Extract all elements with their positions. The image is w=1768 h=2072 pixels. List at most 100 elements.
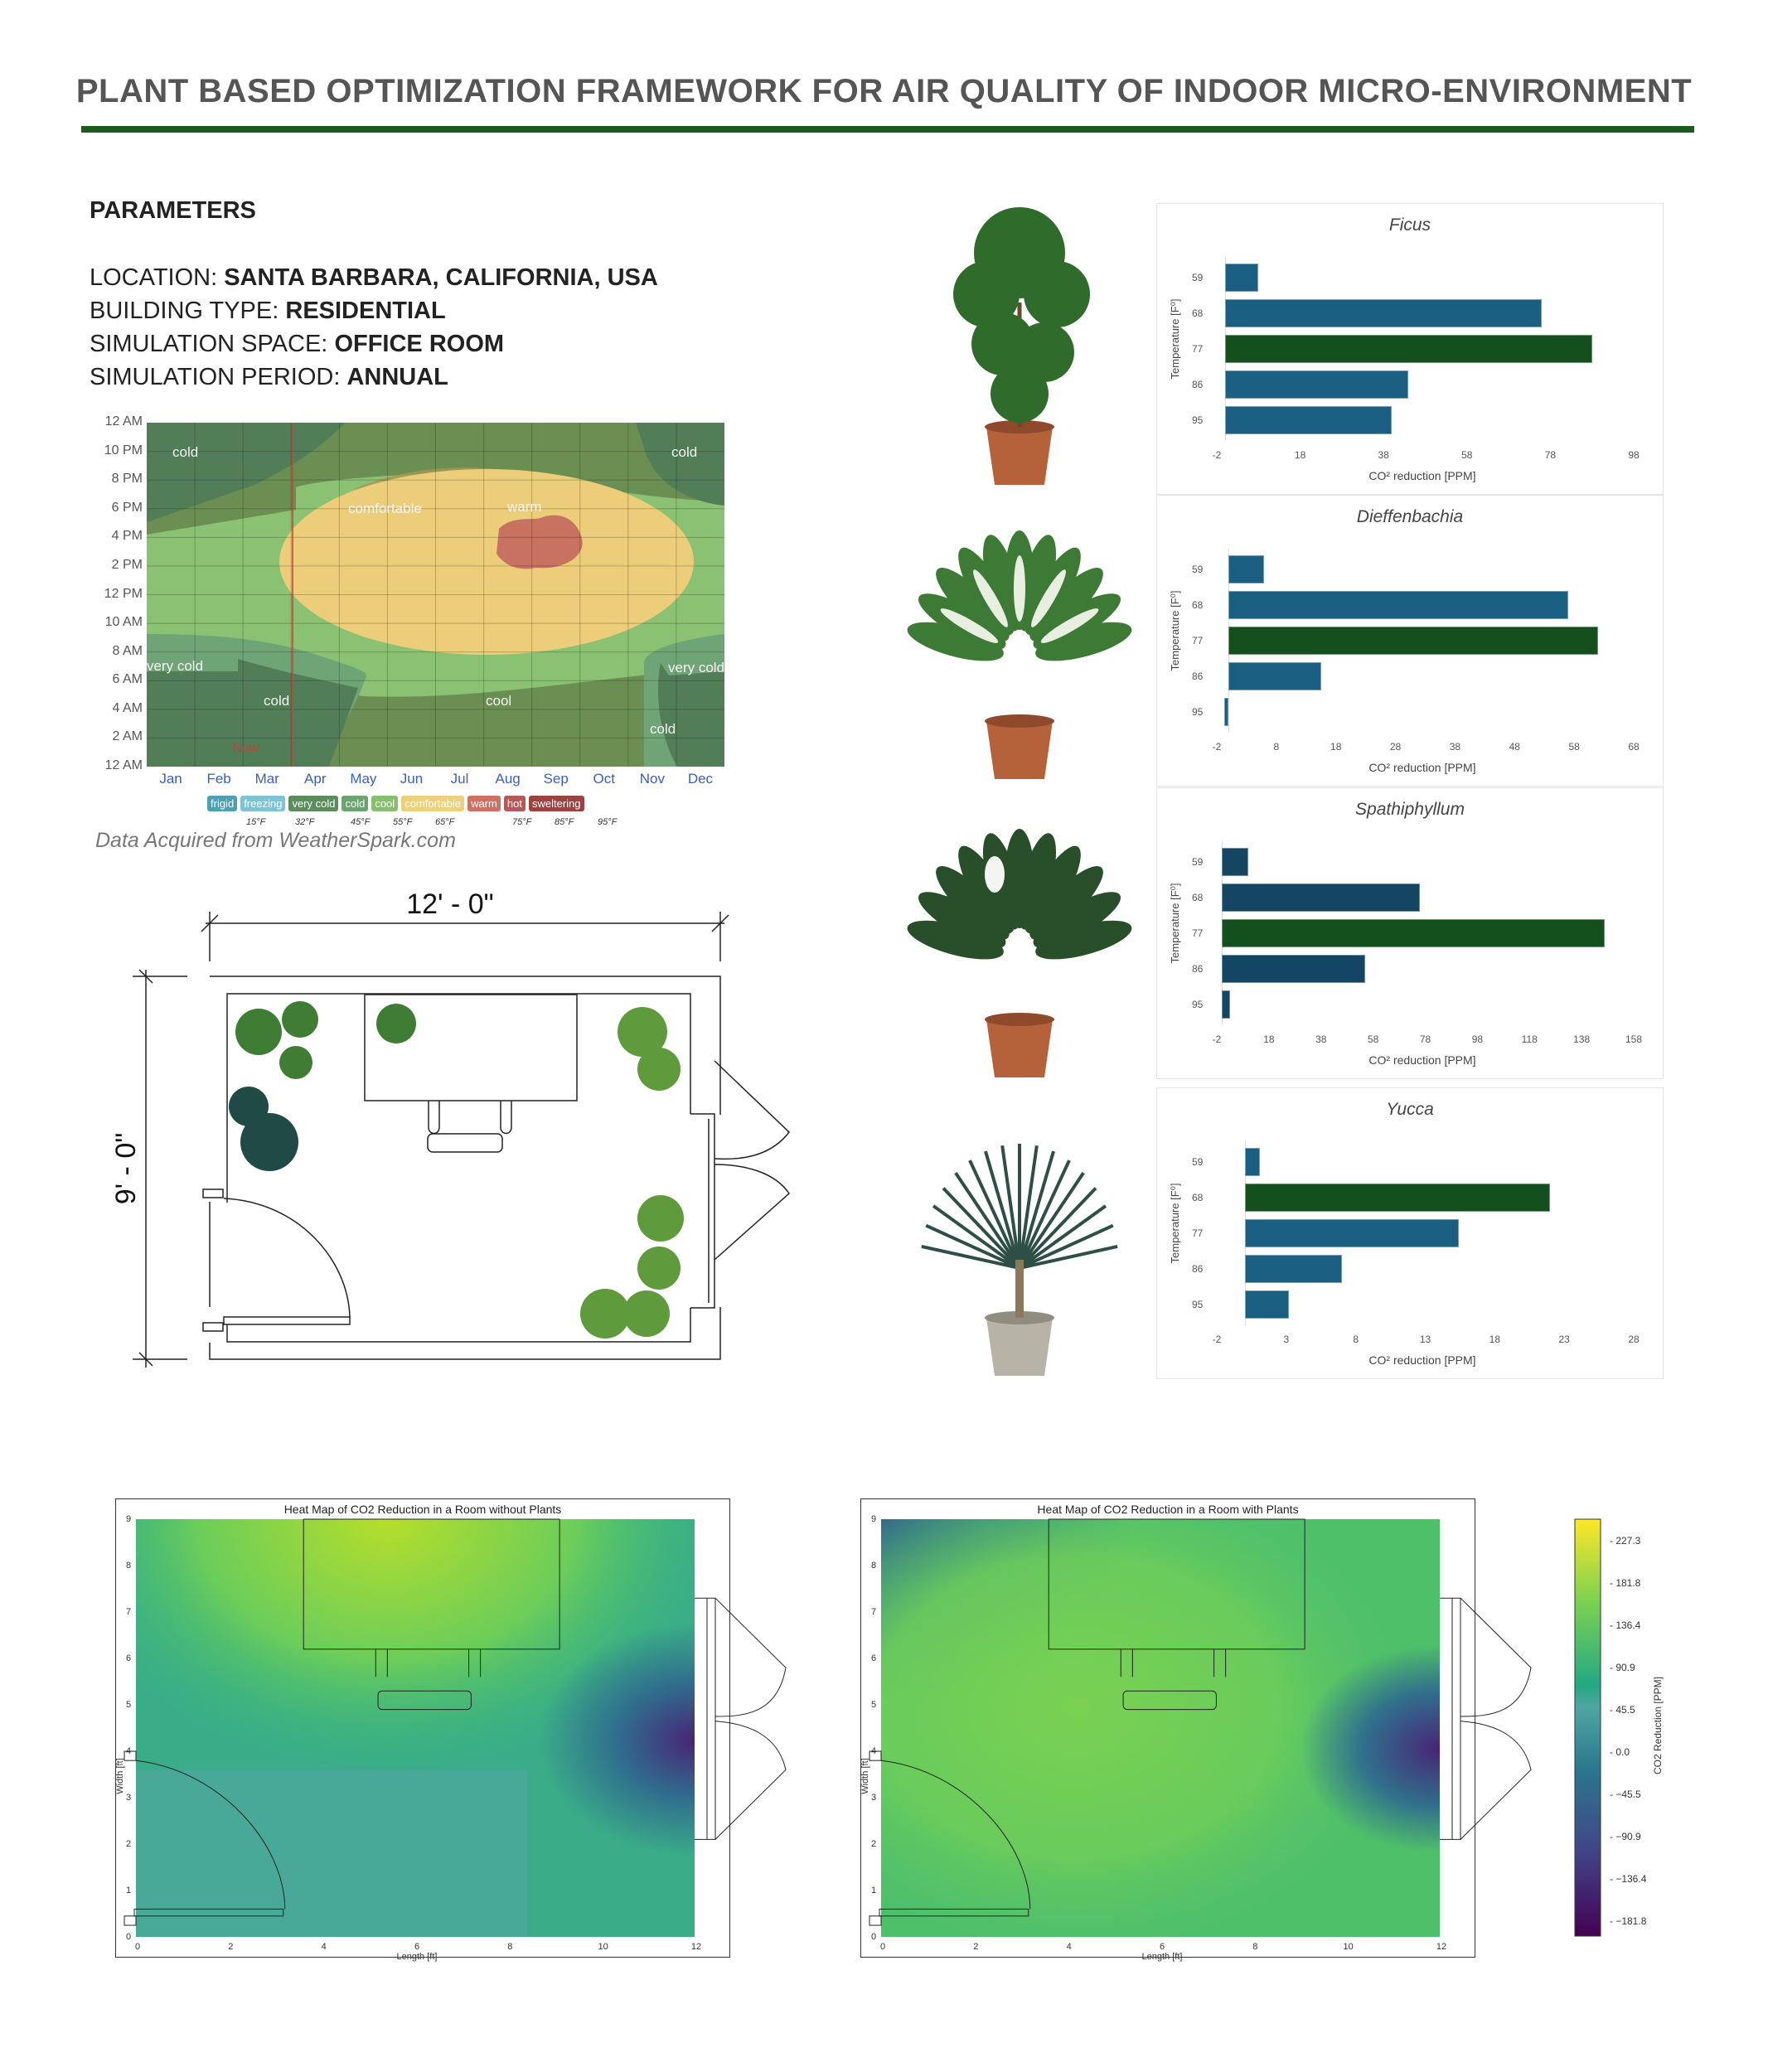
zone-label-cold: cold: [172, 444, 199, 460]
bar-chart-spathiphyllum: Spathiphyllum Temperature [F⁰] CO² reducti…: [1156, 787, 1664, 1079]
x-tick-label: 138: [1573, 1034, 1591, 1045]
y-axis-label: Width [ft]: [115, 1758, 125, 1795]
x-tick-label: 98: [1471, 1034, 1484, 1045]
door-leaf: [223, 1316, 351, 1325]
y-tick-label: 77: [1192, 343, 1204, 355]
zone-label-comfortable: comfortable: [348, 501, 422, 516]
month-label: Feb: [206, 771, 231, 787]
chair-seat: [1122, 1690, 1217, 1711]
x-tick-label: 0: [879, 1942, 886, 1952]
pot-icon: [986, 427, 1053, 485]
x-tick-label: 2: [973, 1942, 979, 1952]
leaf: [1000, 1145, 1021, 1269]
month-label: Jan: [159, 771, 182, 787]
window-frame: [690, 1113, 715, 1309]
zone-warm: [496, 515, 583, 569]
inner-wall: [226, 993, 691, 1343]
y-tick-label: 8 PM: [111, 472, 143, 487]
leaf: [907, 622, 1004, 661]
bar-77: [1244, 1219, 1459, 1247]
bar-95: [1244, 1290, 1290, 1319]
y-tick-label: 68: [1192, 892, 1204, 903]
leaf-cluster: [953, 261, 1020, 327]
bar-68: [1244, 1184, 1551, 1212]
x-tick-label: 18: [1330, 741, 1342, 753]
y-tick-label: 4 AM: [112, 700, 143, 715]
y-tick-label: 10 AM: [104, 615, 143, 630]
x-tick-label: 13: [1419, 1334, 1431, 1345]
y-axis-label: Temperature [F⁰]: [1169, 298, 1181, 380]
colorbar-tick-label: - −90.9: [1610, 1831, 1641, 1842]
bar-77: [1225, 335, 1592, 363]
y-tick-label: 86: [1192, 1263, 1204, 1275]
now-label: Now: [232, 741, 259, 755]
param-value: OFFICE ROOM: [334, 331, 505, 357]
plant-image-ficus: [953, 207, 1090, 485]
chart-title: Ficus: [1388, 215, 1431, 235]
pot-icon: [986, 721, 1053, 779]
threshold-label: 45°F: [351, 817, 371, 827]
chair-arms: [1120, 1648, 1227, 1677]
french-door-swings: [714, 1060, 791, 1261]
x-tick-label: 12: [690, 1942, 702, 1952]
poster-title: PLANT BASED OPTIMIZATION FRAMEWORK FOR A…: [75, 73, 1693, 109]
leaf: [921, 1244, 1020, 1270]
threshold-label: 65°F: [435, 817, 455, 827]
month-label: Jun: [400, 771, 424, 787]
leaf: [1033, 892, 1121, 948]
zone-label-cold: cold: [671, 444, 698, 460]
desk: [1048, 1518, 1305, 1650]
y-tick-label: 9: [126, 1514, 132, 1524]
zone-cold-morning-left: [147, 659, 358, 767]
leaf: [1019, 1223, 1114, 1270]
threshold-label: 15°F: [246, 817, 266, 827]
x-axis-label: CO² reduction [PPM]: [1368, 469, 1476, 482]
param-value: ANNUAL: [346, 364, 448, 390]
bar-77: [1228, 627, 1598, 655]
data-source-note: Data Acquired from WeatherSpark.com: [95, 829, 456, 852]
y-tick-label: 86: [1192, 379, 1204, 390]
y-tick-label: 8: [871, 1561, 877, 1571]
bar-59: [1228, 555, 1265, 583]
month-label: Mar: [254, 771, 279, 787]
heatmap-window-zone: [881, 1519, 1440, 1937]
leaf-variegation: [1031, 569, 1066, 627]
y-tick-label: 6: [126, 1653, 132, 1663]
chair-arms: [428, 1101, 512, 1135]
leaf-variegation: [1014, 555, 1025, 622]
leaf: [1018, 1204, 1107, 1270]
x-tick-label: 6: [1159, 1942, 1165, 1952]
heatmap-without-plants: Heat Map of CO2 Reduction in a Room with…: [115, 1498, 787, 1962]
leaf: [1035, 920, 1132, 960]
y-tick-label: 12 PM: [104, 586, 143, 601]
colorbar-tick-label: - 90.9: [1610, 1662, 1635, 1673]
colorbar-tick-label: - 181.8: [1610, 1577, 1641, 1589]
plant-image-dieffenbachia: [907, 530, 1132, 779]
param-label: SIMULATION SPACE:: [90, 331, 335, 357]
y-tick-label: 95: [1192, 999, 1204, 1010]
door-swing: [223, 1198, 351, 1318]
y-tick-label: 68: [1192, 307, 1204, 319]
colorbar: [1574, 1518, 1601, 1937]
y-tick-label: 3: [871, 1793, 877, 1803]
height-dimension-label: 9' - 0": [110, 1133, 142, 1205]
chart-grid: [147, 423, 724, 767]
x-tick-label: 98: [1628, 449, 1640, 461]
bar-chart-ficus: Ficus Temperature [F⁰] CO² reduction [PPM]…: [1156, 203, 1664, 495]
chart-title: Spathiphyllum: [1355, 800, 1465, 819]
colorbar-tick-label: - −181.8: [1610, 1915, 1647, 1927]
x-tick-label: -2: [1212, 1334, 1222, 1345]
x-tick-label: 3: [1283, 1334, 1290, 1345]
month-label: Oct: [593, 771, 615, 787]
x-tick-label: 0: [134, 1942, 141, 1952]
bar-95: [1222, 990, 1230, 1019]
leaf: [1018, 1187, 1097, 1270]
x-axis-label: CO² reduction [PPM]: [1368, 1353, 1476, 1367]
window-frame: [1440, 1597, 1461, 1840]
threshold-label: 95°F: [598, 817, 618, 827]
x-tick-label: 6: [414, 1942, 420, 1952]
floor-plan: 12' - 0" 9' - 0": [110, 888, 791, 1368]
y-tick-label: 6 AM: [112, 672, 143, 687]
leaf: [984, 1150, 1021, 1269]
x-tick-label: 38: [1449, 741, 1461, 753]
